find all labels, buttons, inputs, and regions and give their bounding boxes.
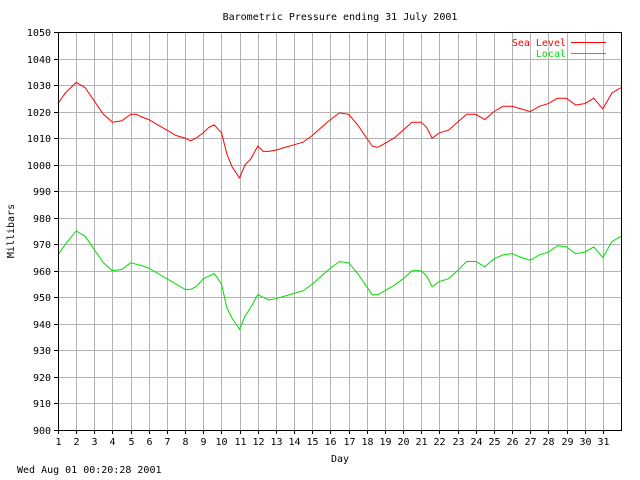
x-tick-label: 11 — [234, 437, 246, 448]
y-tick-label: 980 — [33, 214, 51, 225]
y-axis-label: Millibars — [6, 204, 17, 258]
y-tick-label: 1000 — [27, 161, 51, 172]
x-tick-label: 25 — [488, 437, 500, 448]
x-tick-label: 6 — [146, 437, 152, 448]
series-line-sea-level — [57, 81, 622, 179]
y-tick-label: 1040 — [27, 55, 51, 66]
y-tick-label: 910 — [33, 399, 51, 410]
y-tick-label: 960 — [33, 267, 51, 278]
series-line-local — [57, 230, 622, 331]
x-tick-label: 17 — [343, 437, 355, 448]
y-tick-label: 920 — [33, 373, 51, 384]
x-tick-label: 27 — [524, 437, 536, 448]
y-tick-label: 950 — [33, 293, 51, 304]
x-tick-label: 30 — [579, 437, 591, 448]
y-tick-label: 1020 — [27, 108, 51, 119]
x-tick-label: 20 — [397, 437, 409, 448]
x-tick-label: 21 — [415, 437, 427, 448]
x-tick-label: 22 — [433, 437, 445, 448]
axis-ticks — [54, 32, 604, 434]
y-tick-label: 1030 — [27, 81, 51, 92]
x-tick-label: 26 — [506, 437, 518, 448]
chart-title: Barometric Pressure ending 31 July 2001 — [223, 12, 458, 23]
x-tick-label: 1 — [55, 437, 61, 448]
x-tick-label: 2 — [73, 437, 79, 448]
x-tick-label: 5 — [128, 437, 134, 448]
footer-timestamp: Wed Aug 01 00:20:28 2001 — [17, 465, 162, 476]
x-tick-label: 24 — [470, 437, 482, 448]
grid — [58, 32, 621, 431]
series-lines — [57, 81, 622, 331]
x-tick-label: 29 — [561, 437, 573, 448]
legend-label: Sea Level — [512, 38, 566, 49]
plot-frame — [58, 32, 622, 431]
x-axis-label: Day — [331, 454, 349, 465]
y-tick-label: 900 — [33, 426, 51, 437]
legend-label: Local — [536, 49, 566, 60]
x-tick-label: 10 — [215, 437, 227, 448]
x-tick-label: 7 — [164, 437, 170, 448]
x-tick-label: 19 — [379, 437, 391, 448]
x-tick-label: 18 — [361, 437, 373, 448]
x-tick-label: 9 — [200, 437, 206, 448]
x-tick-label: 13 — [270, 437, 282, 448]
y-tick-label: 930 — [33, 346, 51, 357]
x-tick-label: 8 — [182, 437, 188, 448]
x-tick-label: 23 — [452, 437, 464, 448]
x-tick-label: 14 — [288, 437, 300, 448]
y-tick-label: 1010 — [27, 134, 51, 145]
x-tick-label: 31 — [597, 437, 609, 448]
x-tick-label: 15 — [306, 437, 318, 448]
y-tick-label: 970 — [33, 240, 51, 251]
y-tick-label: 1050 — [27, 28, 51, 39]
x-tick-label: 4 — [109, 437, 115, 448]
y-tick-label: 990 — [33, 187, 51, 198]
x-tick-label: 3 — [91, 437, 97, 448]
x-tick-label: 28 — [542, 437, 554, 448]
tick-labels: 1 2 3 4 5 6 7 8 9 10 11 12 13 14 15 16 17 18 19 20 21 22 23 24 2… — [27, 28, 610, 448]
x-tick-label: 16 — [324, 437, 336, 448]
x-tick-label: 12 — [252, 437, 264, 448]
y-tick-label: 940 — [33, 320, 51, 331]
